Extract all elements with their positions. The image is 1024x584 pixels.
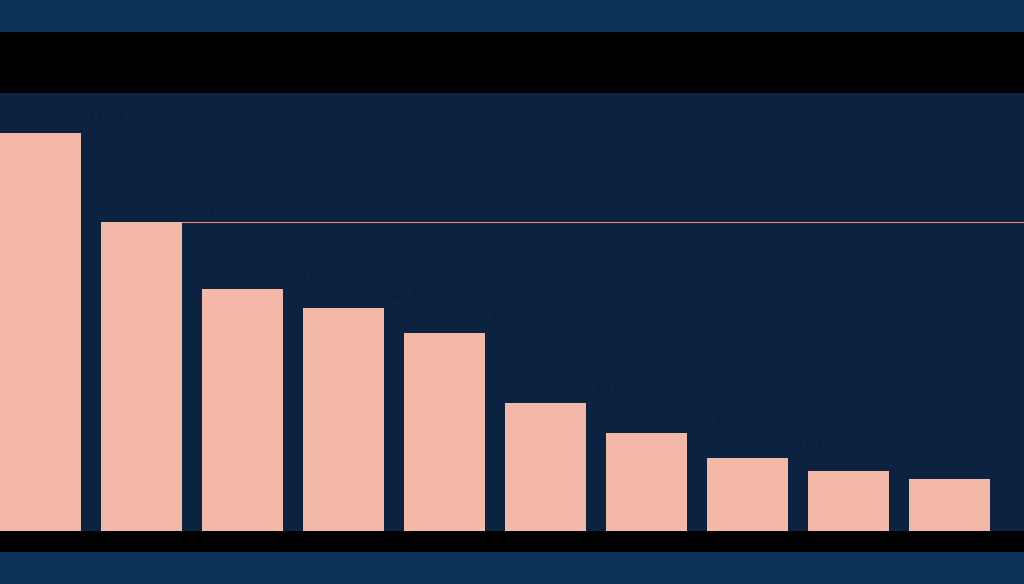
Bar xyxy=(708,458,788,531)
Text: 156: 156 xyxy=(996,459,1024,474)
Text: 219: 219 xyxy=(794,437,823,453)
Bar xyxy=(303,308,384,531)
Text: 1183: 1183 xyxy=(86,113,125,128)
Bar xyxy=(505,403,586,531)
Text: 293: 293 xyxy=(693,413,722,427)
Bar xyxy=(808,471,889,531)
Text: 588: 588 xyxy=(490,313,519,328)
Bar xyxy=(101,223,182,531)
Text: 381: 381 xyxy=(592,383,621,398)
Text: 663: 663 xyxy=(389,288,419,303)
Text: 180: 180 xyxy=(895,451,924,466)
Bar xyxy=(202,288,283,531)
Bar xyxy=(0,133,81,531)
Text: 721: 721 xyxy=(289,269,317,283)
Bar xyxy=(606,433,687,531)
Bar xyxy=(909,479,990,531)
Bar xyxy=(404,333,485,531)
Text: 917: 917 xyxy=(187,203,216,217)
